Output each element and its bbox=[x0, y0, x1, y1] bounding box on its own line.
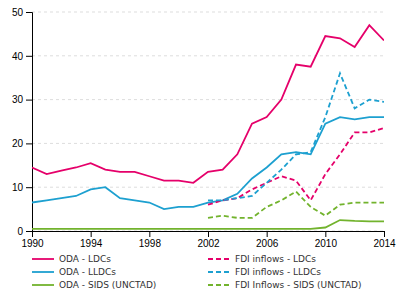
tick-label: 0 bbox=[17, 226, 23, 237]
tick: 2006 bbox=[256, 231, 279, 249]
x-axis: 1990 1994 1998 2002 2006 2010 2014 bbox=[21, 231, 396, 249]
tick-label: 1990 bbox=[21, 238, 44, 249]
lines bbox=[32, 25, 384, 229]
series-line bbox=[32, 25, 384, 183]
legend-label: FDI inflows - LLDCs bbox=[235, 267, 321, 277]
tick-mark bbox=[26, 100, 32, 101]
series-line bbox=[32, 117, 384, 209]
legend-swatch bbox=[32, 271, 54, 273]
legend-swatch bbox=[208, 284, 230, 286]
legend-item: ODA - LDCs bbox=[32, 254, 111, 264]
tick: 1998 bbox=[139, 231, 162, 249]
grid-line bbox=[32, 12, 384, 13]
legend-label: ODA - LDCs bbox=[59, 254, 111, 264]
tick-label: 40 bbox=[12, 51, 24, 62]
legend-label: ODA - SIDS (UNCTAD) bbox=[59, 280, 156, 290]
tick-label: 10 bbox=[12, 182, 24, 193]
tick-label: 2002 bbox=[197, 238, 220, 249]
legend-swatch bbox=[32, 284, 54, 286]
chart: 1990 1994 1998 2002 2006 2010 2014 0 10 20 30 40 50 O… bbox=[0, 0, 400, 300]
tick-label: 20 bbox=[12, 138, 24, 149]
tick: 30 bbox=[12, 94, 32, 105]
tick-label: 2014 bbox=[373, 238, 396, 249]
tick-label: 30 bbox=[12, 94, 24, 105]
tick-mark bbox=[91, 231, 92, 237]
tick-mark bbox=[149, 231, 150, 237]
plot-area: 1990 1994 1998 2002 2006 2010 2014 0 10 20 30 40 50 bbox=[12, 7, 396, 249]
legend: ODA - LDCs ODA - LLDCs ODA - SIDS (UNCTAD)… bbox=[32, 254, 362, 290]
y-axis: 0 10 20 30 40 50 bbox=[12, 7, 33, 237]
legend-item: ODA - LLDCs bbox=[32, 267, 116, 277]
legend-label: FDI inflows - LDCs bbox=[235, 254, 316, 264]
tick-mark bbox=[26, 187, 32, 188]
legend-swatch bbox=[208, 258, 230, 260]
tick: 1994 bbox=[80, 231, 103, 249]
tick-mark bbox=[384, 231, 385, 237]
tick: 10 bbox=[12, 182, 32, 193]
legend-swatch bbox=[208, 271, 230, 273]
series-line bbox=[208, 73, 384, 200]
tick-label: 2006 bbox=[256, 238, 279, 249]
tick: 20 bbox=[12, 138, 32, 149]
tick: 2002 bbox=[197, 231, 220, 249]
grid-line bbox=[32, 55, 384, 56]
series-line bbox=[208, 128, 384, 205]
grid bbox=[32, 12, 384, 231]
legend-label: FDI Inflows - SIDS (UNCTAD) bbox=[235, 280, 362, 290]
legend-item: FDI inflows - LLDCs bbox=[208, 267, 321, 277]
legend-item: FDI Inflows - SIDS (UNCTAD) bbox=[208, 280, 362, 290]
tick-mark bbox=[208, 231, 209, 237]
tick-mark bbox=[267, 231, 268, 237]
tick-label: 50 bbox=[12, 7, 24, 18]
tick: 40 bbox=[12, 51, 32, 62]
legend-item: FDI inflows - LDCs bbox=[208, 254, 316, 264]
tick: 2014 bbox=[373, 231, 396, 249]
legend-swatch bbox=[32, 258, 54, 260]
grid-line bbox=[32, 187, 384, 188]
tick-label: 1994 bbox=[80, 238, 103, 249]
tick: 1990 bbox=[21, 231, 44, 249]
axis-line bbox=[26, 13, 33, 232]
tick-mark bbox=[26, 231, 32, 232]
tick: 2010 bbox=[315, 231, 338, 249]
tick: 0 bbox=[17, 226, 32, 237]
legend-item: ODA - SIDS (UNCTAD) bbox=[32, 280, 156, 290]
tick-mark bbox=[325, 231, 326, 237]
tick: 50 bbox=[12, 7, 32, 18]
axis-line bbox=[33, 232, 385, 238]
tick-mark bbox=[26, 12, 32, 13]
tick-label: 2010 bbox=[315, 238, 338, 249]
tick-mark bbox=[26, 143, 32, 144]
legend-label: ODA - LLDCs bbox=[59, 267, 116, 277]
grid-line bbox=[32, 143, 384, 144]
series-line bbox=[208, 192, 384, 218]
tick-label: 1998 bbox=[139, 238, 162, 249]
series-line bbox=[32, 220, 384, 229]
tick-mark bbox=[26, 56, 32, 57]
